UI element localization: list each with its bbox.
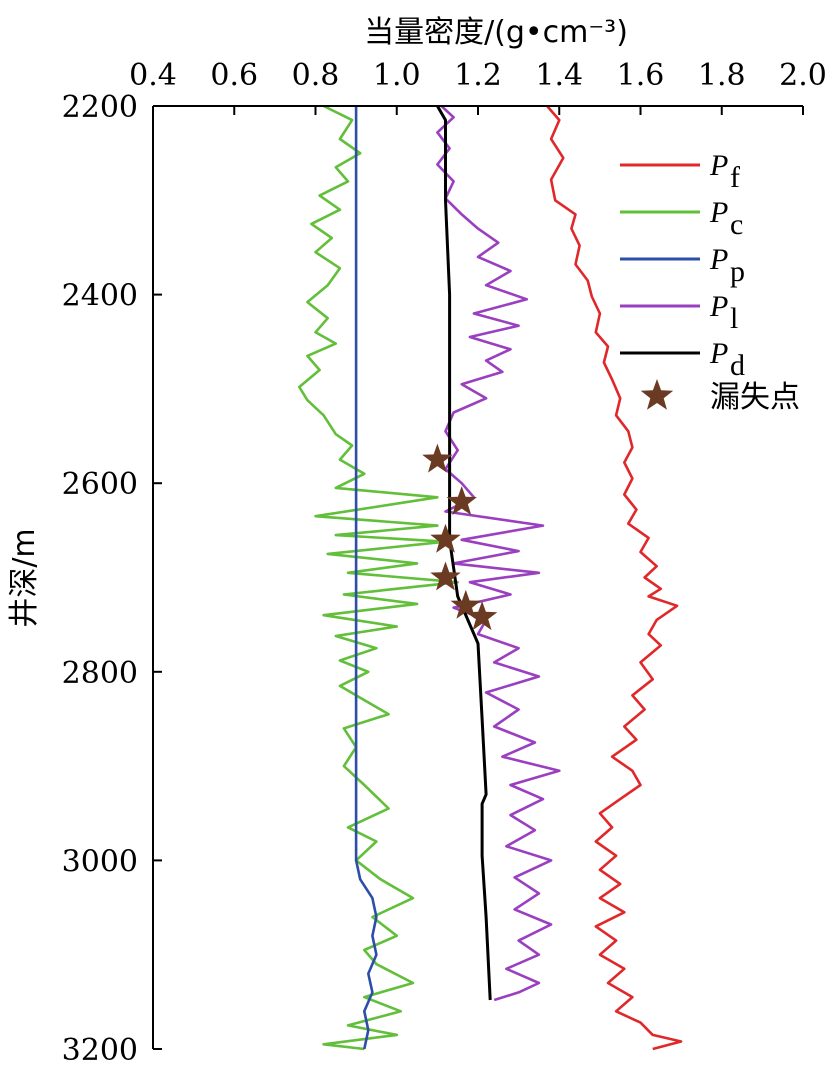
x-tick-label: 1.2 <box>454 58 502 93</box>
series-line-f <box>546 105 683 1051</box>
legend-label-c: P <box>709 196 728 229</box>
y-axis-title: 井深/m <box>7 528 42 627</box>
legend-label-d: P <box>709 337 728 370</box>
x-tick-label: 0.8 <box>292 58 340 93</box>
loss-point-star <box>446 486 477 515</box>
x-tick-label: 0.6 <box>210 58 258 93</box>
legend-label-p: P <box>709 243 728 276</box>
legend-label-sub-f: f <box>730 161 740 194</box>
legend-label-f: P <box>709 149 728 182</box>
legend-label-sub-d: d <box>730 349 745 382</box>
series-line-c <box>298 104 459 1051</box>
legend-label-sub-l: l <box>730 302 738 335</box>
x-tick-label: 0.4 <box>129 58 177 93</box>
series-layer <box>298 104 683 1051</box>
legend-label-l: P <box>709 290 728 323</box>
y-tick-label: 2200 <box>62 90 138 125</box>
x-tick-label: 1.8 <box>698 58 746 93</box>
loss-point-star <box>430 561 461 591</box>
x-tick-label: 1.4 <box>535 58 583 93</box>
legend-label-loss-point: 漏失点 <box>710 380 800 415</box>
loss-point-star <box>422 443 453 473</box>
loss-point-markers <box>422 443 498 631</box>
legend-label-sub-c: c <box>730 208 743 241</box>
x-tick-label: 2.0 <box>779 58 827 93</box>
x-tick-label: 1.0 <box>373 58 421 93</box>
x-tick-label: 1.6 <box>617 58 665 93</box>
loss-point-star <box>430 523 461 553</box>
series-line-l <box>436 105 561 1002</box>
y-tick-label: 2800 <box>62 656 138 691</box>
x-axis: 0.4 0.6 0.8 1.0 1.2 1.4 1.6 1.8 2.0 <box>129 58 827 115</box>
legend-label-sub-p: p <box>730 255 745 288</box>
y-tick-label: 2600 <box>62 467 138 502</box>
legend-star-swatch <box>640 379 674 410</box>
loss-point-star <box>466 601 498 631</box>
y-tick-label: 2400 <box>62 279 138 314</box>
y-tick-label: 3000 <box>62 844 138 879</box>
loss-point-star <box>450 589 481 619</box>
series-line-d <box>436 105 492 1001</box>
y-axis: 2200 2400 2600 2800 3000 3200 <box>62 90 162 1066</box>
y-tick-label: 3200 <box>62 1033 138 1066</box>
x-axis-title: 当量密度/(g•cm⁻³) <box>364 15 628 50</box>
series-line-p <box>354 106 378 1050</box>
